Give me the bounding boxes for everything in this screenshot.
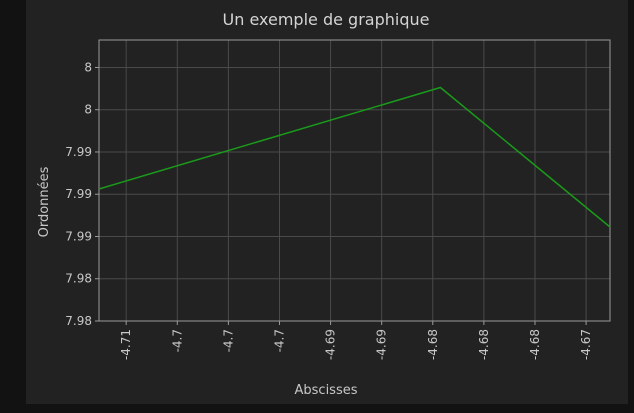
y-tick-label: 8 — [84, 60, 92, 74]
x-tick-label: -4.69 — [375, 329, 389, 360]
chart-panel: Un exemple de graphique Abscisses Ordonn… — [26, 0, 628, 404]
y-tick-label: 7.98 — [65, 272, 92, 286]
x-tick-label: -4.7 — [221, 329, 235, 352]
x-tick-label: -4.7 — [170, 329, 184, 352]
y-tick-label: 7.99 — [65, 145, 92, 159]
axes — [95, 39, 611, 325]
x-tick-label: -4.7 — [272, 329, 286, 352]
x-tick-label: -4.69 — [324, 329, 338, 360]
y-axis-label: Ordonnées — [37, 166, 52, 237]
x-tick-label: -4.68 — [477, 329, 491, 360]
chart-title: Un exemple de graphique — [223, 10, 430, 29]
x-axis-label: Abscisses — [295, 383, 358, 398]
series-line — [98, 86, 611, 228]
x-tick-label: -4.68 — [426, 329, 440, 360]
x-tick-label: -4.67 — [579, 329, 593, 360]
plot-area — [99, 40, 610, 321]
y-tick-label: 8 — [84, 103, 92, 117]
y-tick-label: 7.99 — [65, 229, 92, 243]
x-tick-label: -4.71 — [119, 329, 133, 360]
series-layer — [98, 86, 611, 228]
y-tick-label: 7.99 — [65, 187, 92, 201]
plot-frame — [98, 39, 611, 322]
x-tick-label: -4.68 — [528, 329, 542, 360]
grid — [99, 40, 610, 322]
tick-labels: -4.71 -4.7 -4.7 -4.7 -4.69 -4.69 -4.68 -4.68 -4.… — [65, 60, 593, 360]
line-chart: Un exemple de graphique Abscisses Ordonn… — [37, 10, 611, 398]
y-tick-label: 7.98 — [65, 314, 92, 328]
